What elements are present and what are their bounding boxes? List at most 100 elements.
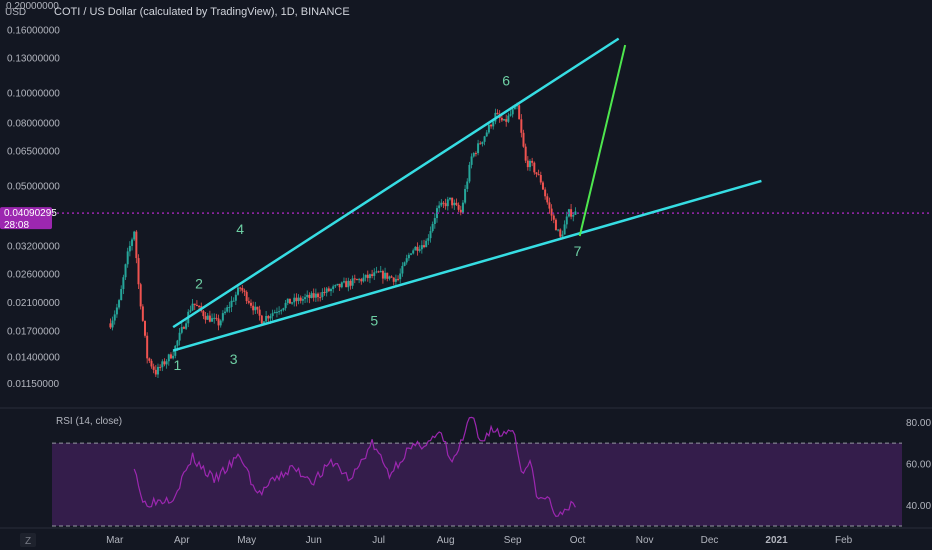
price-tick-label: 0.10000000 (7, 89, 60, 100)
candle-body (247, 301, 250, 303)
candle-body (118, 300, 121, 308)
candle-body (141, 306, 144, 321)
candle-body (256, 306, 259, 310)
candle-body (572, 214, 575, 217)
candle-body (291, 302, 294, 304)
candle-body (431, 224, 434, 232)
candle-body (520, 119, 523, 133)
candle-body (507, 115, 510, 122)
candle-body (565, 216, 568, 225)
candle-body (150, 360, 153, 367)
candle-body (533, 162, 536, 173)
candle-body (552, 215, 555, 220)
candle-body (362, 277, 365, 282)
time-tick-label: Aug (437, 535, 455, 546)
candle-body (423, 245, 426, 248)
candle-body (528, 160, 531, 168)
candle-body (487, 124, 490, 133)
price-tick-label: 0.08000000 (7, 119, 60, 130)
candle-body (211, 318, 214, 322)
price-badge: 0.04090295 28:08 (0, 207, 57, 231)
candle-body (371, 274, 374, 276)
candle-body (500, 117, 503, 121)
candle-body (358, 279, 361, 281)
candle-body (526, 160, 529, 168)
candle-body (401, 265, 404, 274)
rsi-tick-label: 60.00 (906, 459, 931, 470)
wave-label: 3 (230, 351, 238, 367)
candle-body (459, 209, 462, 213)
price-pane[interactable]: 0.16000000 0.13000000 0.10000000 0.08000000… (7, 25, 932, 390)
candle-body (433, 218, 436, 225)
candle-body (167, 354, 170, 362)
time-tick-label: Nov (636, 535, 654, 546)
price-tick-label: 0.01150000 (7, 379, 60, 390)
candle-body (414, 246, 417, 251)
candle-body (485, 132, 488, 137)
candle-body (563, 224, 566, 235)
timezone-button[interactable]: Z (20, 533, 36, 547)
candle-body (340, 282, 343, 288)
candle-body (312, 293, 315, 298)
candle-body (570, 209, 573, 217)
candle-body (133, 231, 136, 240)
candle-body (407, 254, 410, 259)
candle-body (137, 258, 140, 285)
candle-body (425, 240, 428, 248)
candle-body (355, 279, 358, 281)
upper-trendline[interactable] (172, 37, 620, 329)
price-tick-label: 0.16000000 (7, 25, 60, 36)
candle-body (273, 311, 276, 314)
candle-body (342, 281, 345, 283)
candle-body (410, 253, 413, 255)
candle-body (269, 316, 272, 319)
candle-body (457, 204, 460, 210)
candle-body (539, 174, 542, 183)
candle-body (503, 119, 506, 121)
candle-body (546, 196, 549, 203)
candle-body (349, 280, 352, 286)
header: USD 0.20000000 COTI / US Dollar (calcula… (5, 1, 350, 18)
candle-body (310, 293, 313, 298)
candle-body (254, 306, 257, 311)
candle-body (554, 219, 557, 231)
candle-body (451, 197, 454, 206)
price-tick-label: 0.03200000 (7, 242, 60, 253)
candle-body (531, 160, 534, 163)
candle-body (455, 202, 458, 205)
candle-body (189, 310, 192, 312)
time-tick-label: Jun (306, 535, 322, 546)
wave-labels: 1 2 3 4 5 6 7 (174, 72, 582, 373)
lower-trendline[interactable] (172, 179, 762, 352)
price-badge-value: 0.04090295 (4, 208, 57, 219)
timezone-icon[interactable]: Z (25, 536, 31, 547)
top-price-label: 0.20000000 (6, 1, 59, 12)
price-tick-label: 0.01700000 (7, 327, 60, 338)
wave-label: 6 (502, 72, 510, 88)
projection-line[interactable] (578, 44, 627, 237)
candle-body (509, 114, 512, 116)
candle-body (232, 300, 235, 302)
rsi-pane[interactable]: 80.00 60.00 40.00 RSI (14, close) (52, 416, 931, 527)
rsi-axis-ticks: 80.00 60.00 40.00 (906, 418, 931, 512)
candle-body (511, 109, 514, 115)
candle-body (420, 245, 423, 250)
candle-body (243, 290, 246, 292)
candle-body (332, 286, 335, 290)
candle-body (466, 181, 469, 189)
candle-body (468, 164, 471, 182)
wave-label: 1 (174, 357, 182, 373)
candle-body (159, 366, 162, 368)
candle-body (128, 245, 131, 252)
candle-body (416, 246, 419, 251)
rsi-band-fill (52, 443, 902, 526)
candle-body (481, 141, 484, 144)
candle-body (176, 340, 179, 346)
candle-body (293, 297, 296, 303)
candle-body (295, 297, 298, 302)
price-badge-countdown: 28:08 (4, 220, 29, 231)
candle-body (124, 264, 127, 278)
time-tick-label: Feb (835, 535, 853, 546)
candle-body (113, 314, 116, 321)
